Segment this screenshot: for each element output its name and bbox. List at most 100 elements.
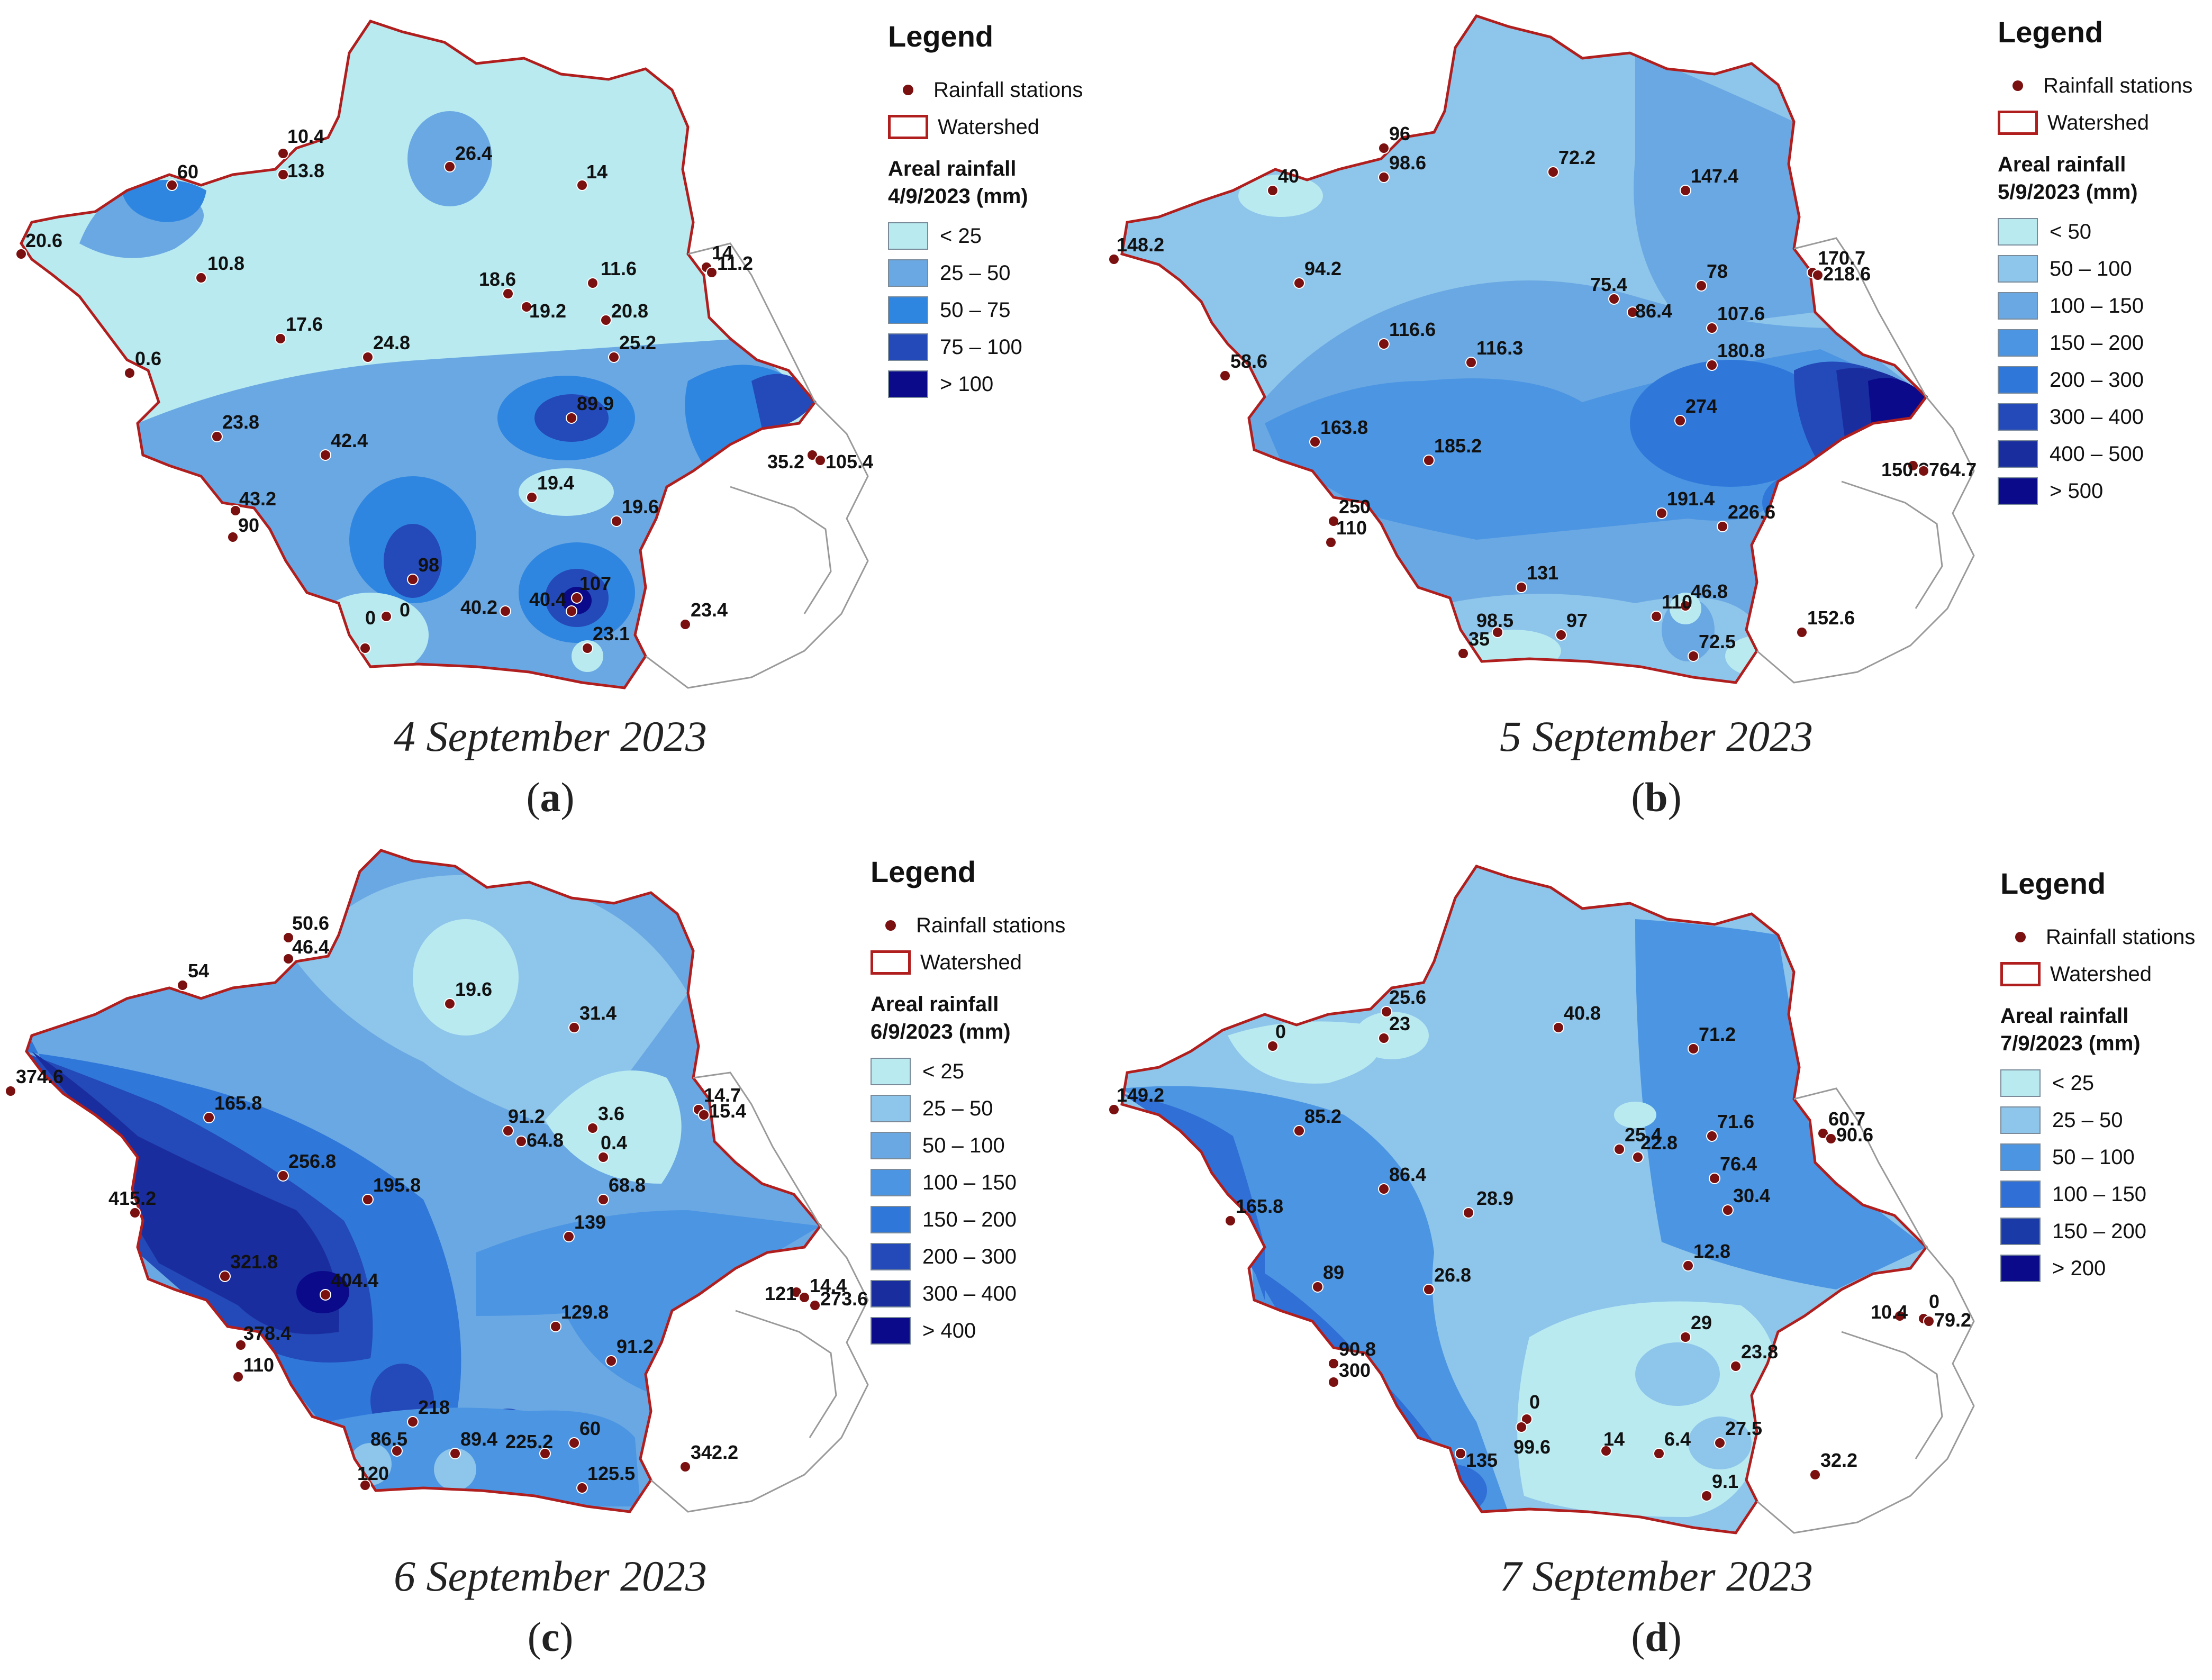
station-value-label: 6.4 [1664, 1428, 1691, 1450]
rainfall-station-marker [563, 1231, 575, 1242]
panel-caption: 5 September 2023 [1499, 712, 1814, 760]
legend-class-row: < 50 [1998, 213, 2204, 250]
map-b: 96 98.6 40 72.2 147.4 148.2 94.2 75.4 78 170.7218… [1108, 0, 1977, 709]
legend-class-label: 25 – 50 [922, 1096, 993, 1120]
rainfall-station-marker [407, 574, 419, 585]
watershed-swatch-icon [871, 950, 911, 975]
legend-class-row: < 25 [2000, 1065, 2207, 1102]
station-value-label: 226.6 [1728, 501, 1775, 523]
rainfall-station-marker [230, 505, 241, 516]
legend-class-swatch [1998, 477, 2038, 505]
rainfall-station-marker [1817, 1128, 1829, 1139]
station-value-label: 10.4 [287, 125, 324, 147]
legend-stations-label: Rainfall stations [933, 78, 1083, 102]
rainfall-station-marker [1696, 280, 1707, 292]
station-value-label: 14 [586, 161, 608, 183]
map-panel-c: 50.6 46.4 54 19.6 31.4 374.6 165.8 91.2 3.6 14.7 1… [0, 840, 1106, 1680]
legend-watershed-label: Watershed [2047, 111, 2149, 134]
rainfall-station-marker [1809, 1469, 1821, 1481]
legend-class-swatch [2000, 1255, 2041, 1282]
rainfall-station-marker [1328, 1376, 1339, 1388]
station-value-label: 3.6 [598, 1103, 624, 1124]
legend-watershed-label: Watershed [920, 950, 1022, 974]
station-value-label: 273.6 [820, 1288, 868, 1310]
rainfall-station-marker [275, 333, 286, 344]
rainfall-station-marker [587, 277, 599, 289]
rainfall-station-marker [679, 619, 691, 630]
legend-classes: < 25 25 – 50 50 – 75 75 – 100 > 100 [888, 217, 1094, 403]
station-value-label: 163.8 [1320, 416, 1368, 438]
rainfall-station-marker [566, 605, 577, 617]
rainfall-station-marker [1293, 277, 1305, 289]
rainfall-station-marker [1219, 370, 1231, 382]
legend-class-label: 200 – 300 [922, 1245, 1017, 1268]
rainfall-station-marker [568, 1022, 580, 1033]
rainfall-station-marker [1555, 629, 1567, 641]
rainfall-station-marker [359, 1479, 371, 1491]
legend-class-swatch [888, 333, 928, 361]
station-value-label: 86.5 [370, 1428, 407, 1450]
station-value-label: 96 [1389, 123, 1410, 144]
legend-class-label: > 500 [2050, 479, 2104, 503]
legend-class-row: 150 – 200 [871, 1201, 1082, 1238]
legend-class-row: 200 – 300 [871, 1238, 1082, 1275]
station-value-label: 0 [1929, 1291, 1939, 1312]
legend-class-swatch [871, 1169, 911, 1196]
rainfall-station-marker [380, 611, 392, 622]
rainfall-station-marker [1656, 507, 1667, 519]
rainfall-station-marker [1492, 626, 1503, 638]
rainfall-station-marker [806, 449, 818, 461]
station-value-label: 26.4 [455, 142, 492, 164]
station-value-label: 90.8 [1339, 1338, 1376, 1360]
station-value-label: 78 [1707, 260, 1728, 282]
station-value-label: 14 [712, 242, 733, 264]
station-value-label: 20.6 [25, 230, 62, 251]
station-value-label: 0.4 [601, 1132, 627, 1154]
map-panel-a: 10.4 13.8 60 26.4 14 20.6 10.8 18.6 11.6 14 11.2 19… [0, 0, 1106, 840]
rainfall-station-marker [1717, 521, 1728, 532]
legend-class-label: 150 – 200 [2050, 331, 2144, 355]
station-value-label: 0 [1529, 1391, 1540, 1413]
station-value-label: 25.6 [1389, 986, 1426, 1008]
legend-classes: < 25 25 – 50 50 – 100 100 – 150 150 – 200 200… [871, 1053, 1082, 1349]
station-value-label: 71.6 [1717, 1111, 1754, 1132]
station-value-label: 152.6 [1807, 607, 1855, 629]
rainfall-station-marker [1627, 306, 1638, 318]
legend-class-swatch [888, 222, 928, 250]
legend-class-swatch [1998, 292, 2038, 320]
legend-class-swatch [2000, 1218, 2041, 1245]
legend-title: Legend [2000, 867, 2106, 900]
rainfall-station-marker [1680, 1331, 1691, 1343]
legend-b: Legend Rainfall stations Watershed Areal… [1998, 15, 2204, 510]
station-value-label: 13.8 [287, 160, 324, 181]
panel-letter: (b) [1631, 774, 1682, 820]
legend-class-label: 25 – 50 [940, 261, 1011, 285]
rainfall-station-marker [1465, 357, 1477, 368]
legend-rainfall-heading: Areal rainfall 4/9/2023 (mm) [888, 157, 1028, 208]
station-value-label: 24.8 [373, 332, 410, 353]
legend-watershed-label: Watershed [938, 115, 1039, 139]
station-value-label: 79.2 [1934, 1309, 1971, 1331]
rainfall-station-marker [1680, 185, 1691, 196]
station-value-label: 27.5 [1725, 1418, 1762, 1439]
rainfall-station-marker [1632, 1151, 1644, 1163]
rainfall-station-marker [1378, 171, 1390, 183]
legend-class-label: 150 – 200 [2052, 1219, 2146, 1243]
station-value-label: 60 [177, 161, 198, 183]
legend-class-label: 75 – 100 [940, 335, 1022, 359]
station-value-label: 89 [1323, 1261, 1344, 1283]
rainfall-station-marker [1328, 515, 1339, 527]
legend-class-swatch [871, 1243, 911, 1270]
station-value-label: 75.4 [1590, 274, 1627, 295]
station-value-label: 415.2 [108, 1187, 156, 1209]
station-value-label: 180.8 [1717, 340, 1765, 361]
rainfall-station-marker [706, 267, 718, 278]
legend-class-label: < 25 [2052, 1071, 2094, 1095]
station-value-label: 0 [400, 599, 410, 621]
station-value-label: 107.6 [1717, 303, 1765, 324]
station-value-label: 42.4 [331, 430, 368, 451]
rainfall-station-marker [1682, 1260, 1694, 1272]
rainfall-station-marker [277, 148, 289, 159]
